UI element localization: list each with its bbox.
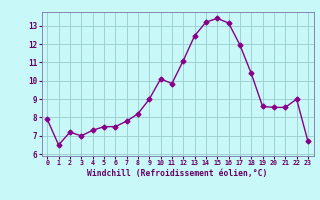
X-axis label: Windchill (Refroidissement éolien,°C): Windchill (Refroidissement éolien,°C) [87, 169, 268, 178]
